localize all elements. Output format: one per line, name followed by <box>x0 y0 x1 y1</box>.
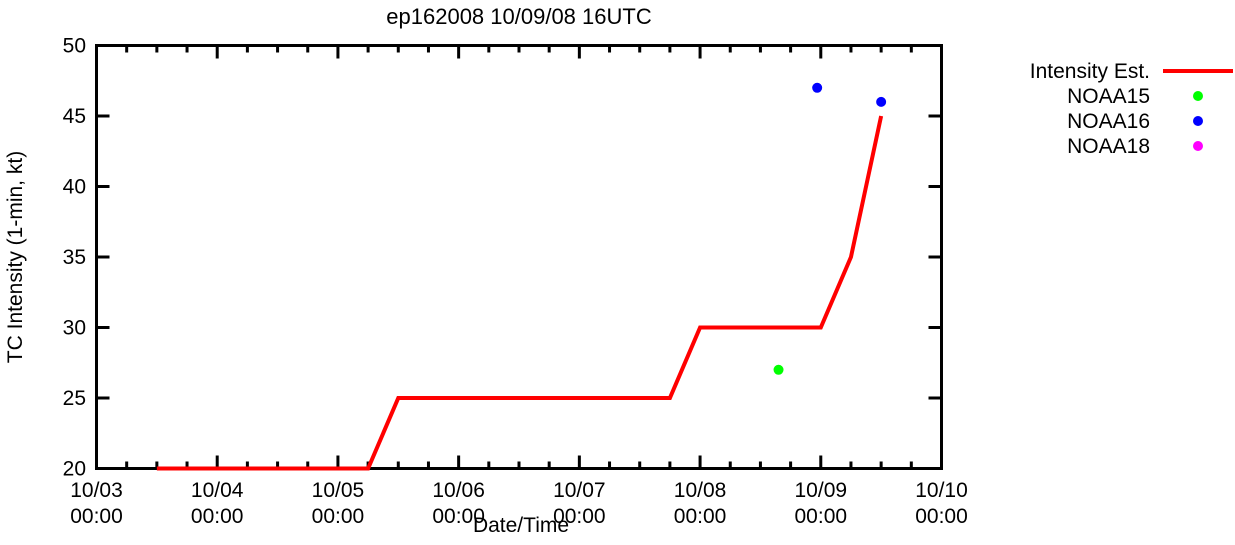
legend-item-noaa15: NOAA15 <box>1067 85 1203 108</box>
y-tick-label: 40 <box>63 176 86 199</box>
y-tick-label: 25 <box>63 387 86 410</box>
x-tick-label-date: 10/08 <box>674 479 727 502</box>
y-tick-label: 35 <box>63 246 86 269</box>
legend-dot-sample <box>1193 91 1203 101</box>
y-tick-label: 50 <box>63 35 86 58</box>
x-tick-label-time: 00:00 <box>191 505 244 528</box>
chart-title: ep162008 10/09/08 16UTC <box>386 4 652 29</box>
legend-item-label: Intensity Est. <box>1030 60 1150 83</box>
y-tick-label: 30 <box>63 317 86 340</box>
x-tick-label-date: 10/03 <box>70 479 123 502</box>
x-axis-label: Date/Time <box>473 514 569 537</box>
data-series <box>156 82 887 471</box>
x-tick-label-date: 10/04 <box>191 479 244 502</box>
noaa16-fix-dot <box>876 96 887 107</box>
x-tick-label-date: 10/05 <box>312 479 365 502</box>
x-tick-label-time: 00:00 <box>795 505 848 528</box>
tick-labels: 20 25 30 35 40 45 50 10/03 00:00 10/04 00:00 10/05 0… <box>63 35 968 529</box>
x-tick-label-date: 10/09 <box>795 479 848 502</box>
y-tick-label: 45 <box>63 105 86 128</box>
x-tick-label-date: 10/06 <box>432 479 485 502</box>
x-tick-label-time: 00:00 <box>70 505 123 528</box>
x-tick-label-time: 00:00 <box>312 505 365 528</box>
x-tick-label-time: 00:00 <box>553 505 606 528</box>
x-tick-label-time: 00:00 <box>915 505 968 528</box>
x-tick-label-time: 00:00 <box>432 505 485 528</box>
x-tick-label-date: 10/07 <box>553 479 606 502</box>
legend-dot-sample <box>1193 141 1203 151</box>
legend-item-noaa16: NOAA16 <box>1067 110 1203 133</box>
legend-item-label: NOAA18 <box>1067 135 1150 158</box>
y-tick-label: 20 <box>63 458 86 481</box>
intensity-line <box>156 115 884 471</box>
x-tick-label-time: 00:00 <box>674 505 727 528</box>
y-axis-label: TC Intensity (1-min, kt) <box>4 151 27 363</box>
legend-item-label: NOAA15 <box>1067 85 1150 108</box>
x-tick-label-date: 10/10 <box>915 479 968 502</box>
legend-dot-sample <box>1193 116 1203 126</box>
noaa16-fix-dot <box>812 82 823 93</box>
noaa15-fix-dot <box>773 364 784 375</box>
legend-item-noaa18: NOAA18 <box>1067 135 1203 158</box>
plot-axes <box>95 44 943 470</box>
legend-item-intensity-est-: Intensity Est. <box>1030 60 1233 83</box>
legend-item-label: NOAA16 <box>1067 110 1150 133</box>
